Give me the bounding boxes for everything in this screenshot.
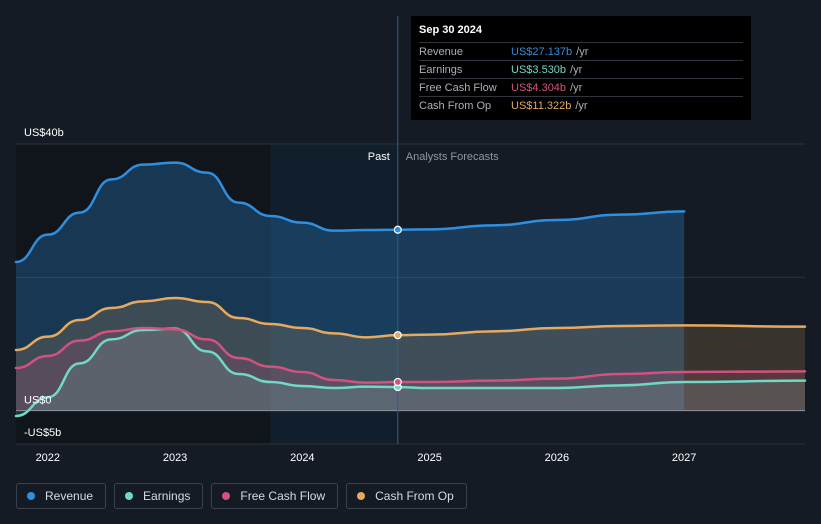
tooltip-value: US$4.304b [511,81,567,94]
line-free-cash-flow [14,326,807,384]
legend-item-earnings[interactable]: Earnings [114,483,204,509]
tooltip-label: Cash From Op [419,99,492,112]
y-label-bottom: -US$5b [24,427,61,439]
area-earnings [16,328,805,416]
tooltip-row-earnings: Earnings US$3.530b /yr [419,60,743,78]
tooltip-unit: /yr [570,63,583,76]
x-tick-label: 2027 [672,452,696,464]
tooltip-date: Sep 30 2024 [419,24,482,36]
x-tick-label: 2025 [417,452,441,464]
legend-label: Earnings [143,489,191,503]
tooltip-unit: /yr [576,45,589,58]
legend-label: Revenue [45,489,94,503]
tooltip-row-cash-from-op: Cash From Op US$11.322b /yr [419,96,743,114]
x-tick-label: 2023 [163,452,187,464]
hover-tooltip: Sep 30 2024 Revenue US$27.137b /yr Earni… [411,16,751,120]
y-label-zero: US$0 [24,395,52,407]
line-earnings [14,327,807,418]
tooltip-label: Earnings [419,63,463,76]
marker-revenue [393,225,402,234]
legend-dot-icon [357,492,366,500]
x-tick-label: 2026 [545,452,569,464]
legend-label: Free Cash Flow [240,489,326,503]
legend-item-revenue[interactable]: Revenue [16,483,107,509]
tooltip-row-free-cash-flow: Free Cash Flow US$4.304b /yr [419,78,743,96]
tooltip-label: Free Cash Flow [419,81,497,94]
legend-dot-icon [125,492,134,500]
tooltip-unit: /yr [570,81,583,94]
legend-item-free-cash-flow[interactable]: Free Cash Flow [211,483,339,509]
tooltip-value: US$11.322b [511,99,572,112]
area-free-cash-flow [16,328,805,411]
marker-cash-from-op [393,331,402,340]
x-tick-label: 2024 [290,452,314,464]
tooltip-unit: /yr [575,99,588,112]
chart-legend: Revenue Earnings Free Cash Flow Cash Fro… [16,483,467,509]
legend-dot-icon [222,492,231,500]
legend-dot-icon [27,492,35,500]
y-label-top: US$40b [24,127,64,139]
past-highlight-band [270,144,398,444]
marker-free-cash-flow [393,377,402,387]
tooltip-value: US$3.530b [511,63,567,76]
tooltip-value: US$27.137b [511,45,573,58]
legend-item-cash-from-op[interactable]: Cash From Op [346,483,467,509]
x-tick-label: 2022 [36,452,60,464]
line-revenue [14,161,686,264]
tooltip-row-revenue: Revenue US$27.137b /yr [419,42,743,60]
forecast-label: Analysts Forecasts [406,151,499,163]
tooltip-label: Revenue [419,45,464,58]
legend-label: Cash From Op [375,489,454,503]
line-cash-from-op [14,296,807,352]
past-label: Past [368,151,390,163]
